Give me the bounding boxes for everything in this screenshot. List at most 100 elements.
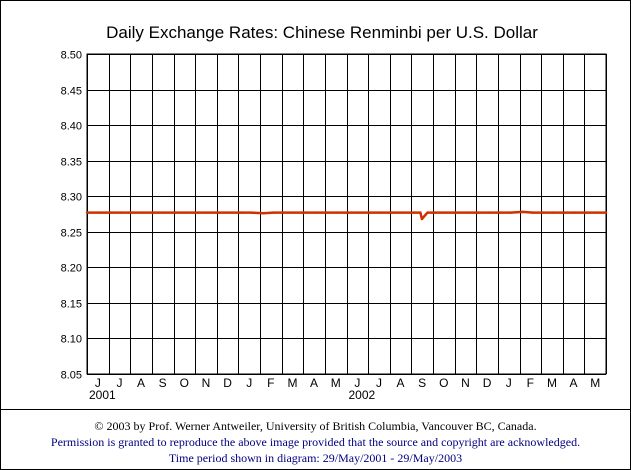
data-point [487,211,490,214]
x-tick-label: M [590,376,600,390]
data-point [604,211,608,214]
y-tick-label: 8.10 [61,334,82,346]
data-point [419,211,422,214]
data-point [272,211,275,214]
data-point [109,211,112,214]
data-point [400,211,404,214]
x-tick-label: A [310,376,318,390]
x-tick-label: A [570,376,578,390]
y-tick-label: 8.25 [61,228,82,240]
y-tick-label: 8.15 [61,299,82,311]
data-point [531,211,534,214]
x-tick-label: M [547,376,557,390]
year-label: 2001 [89,388,116,402]
chart-grid [86,53,607,375]
y-tick-label: 8.20 [61,263,82,275]
data-point [250,211,253,214]
data-point [499,211,502,214]
series-layer [85,210,608,221]
x-tick-label: J [246,376,252,390]
data-point [218,211,221,214]
x-tick-label: N [461,376,470,390]
data-point [141,211,144,214]
data-point [426,211,429,214]
data-point [304,211,307,214]
x-tick-label: J [116,376,122,390]
x-tick-label: D [223,376,232,390]
data-point [412,211,416,214]
x-tick-label: M [331,376,341,390]
data-point [509,211,512,214]
x-tick-label: A [137,376,145,390]
exchange-rate-chart: Daily Exchange Rates: Chinese Renminbi p… [61,23,608,402]
data-point [456,211,459,214]
x-tick-label: A [397,376,405,390]
x-tick-label: N [202,376,211,390]
data-point [325,211,328,214]
data-point [584,211,588,214]
copyright-line: © 2003 by Prof. Werner Antweiler, Univer… [94,419,537,433]
x-tick-label: J [506,376,512,390]
data-point [184,211,187,214]
data-point [444,211,447,214]
data-point [97,211,101,214]
y-tick-label: 8.35 [61,157,82,169]
data-point [368,211,372,214]
data-point [551,211,554,214]
permission-line: Permission is granted to reproduce the a… [50,435,581,449]
y-tick-label: 8.45 [61,86,82,98]
y-tick-label: 8.05 [61,370,82,382]
data-point [153,211,156,214]
x-tick-label: S [418,376,426,390]
x-tick-label: F [527,376,534,390]
x-tick-label: M [287,376,297,390]
y-tick-label: 8.30 [61,192,82,204]
x-tick-label: J [95,376,101,390]
x-tick-label: O [439,376,448,390]
data-point [228,211,231,214]
data-point [282,211,285,214]
data-point [196,211,200,214]
data-point [541,211,544,214]
data-point [119,211,122,214]
data-point [378,211,382,214]
footer-divider [0,409,631,410]
data-point [163,211,166,214]
copyright-footer: © 2003 by Prof. Werner Antweiler, Univer… [0,418,631,466]
data-point [292,211,295,214]
data-point [477,211,480,214]
data-point [131,211,134,214]
data-point [262,212,265,215]
x-tick-label: D [483,376,492,390]
y-axis-ticks: 8.50 8.45 8.40 8.35 8.30 8.25 8.20 8.15 8.10 8.05 [61,50,82,382]
x-tick-label: F [267,376,274,390]
data-point [206,211,210,214]
data-point [240,211,243,214]
data-point [85,211,89,214]
data-point [347,211,350,214]
data-point [594,211,598,214]
data-point [466,211,469,214]
year-label: 2002 [349,388,376,402]
data-point [573,211,576,214]
y-tick-label: 8.50 [61,50,82,62]
plot-border [86,53,607,375]
data-point [434,211,437,214]
data-point [521,210,524,214]
data-point [390,211,394,214]
data-point [563,211,566,214]
data-point [335,211,338,214]
y-tick-label: 8.40 [61,121,82,133]
time-period-line: Time period shown in diagram: 29/May/200… [168,451,463,465]
data-point [420,217,424,221]
data-point [357,211,360,214]
x-tick-label: J [354,376,360,390]
data-point [314,211,317,214]
chart-title: Daily Exchange Rates: Chinese Renminbi p… [106,23,538,42]
data-point [174,211,178,214]
x-tick-label: O [180,376,189,390]
x-tick-label: J [376,376,382,390]
x-tick-label: S [159,376,167,390]
